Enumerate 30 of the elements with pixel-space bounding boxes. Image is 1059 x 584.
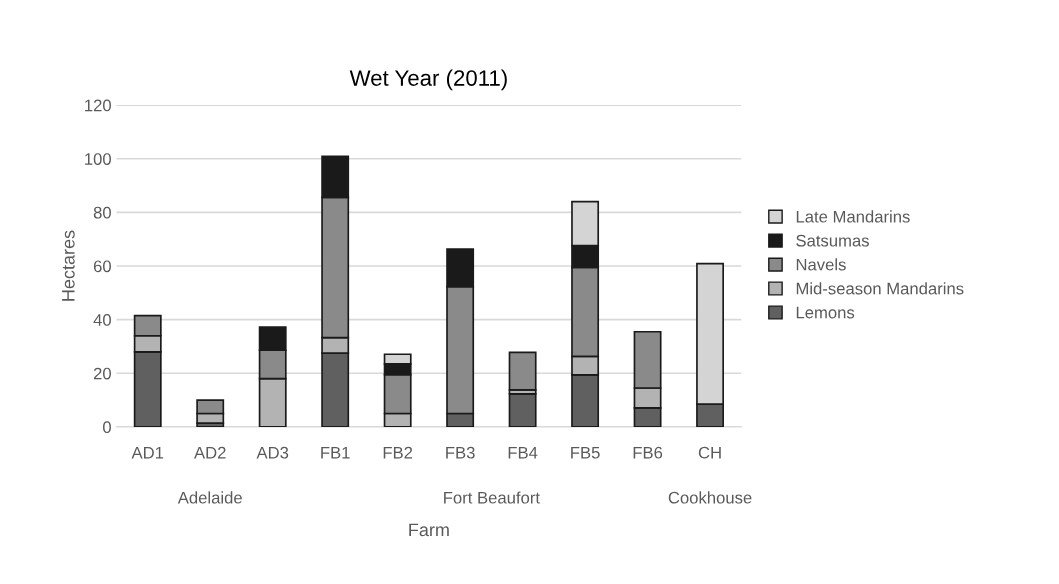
x-tick-label: FB6: [633, 446, 663, 459]
text: Fort Beaufort: [444, 491, 540, 504]
x-tick-label: FB2: [383, 446, 413, 459]
y-tick-label: 60: [93, 260, 111, 273]
x-tick-label: FB1: [321, 446, 350, 459]
x-tick-label: CH: [698, 446, 721, 459]
x-tick-label: FB4: [508, 446, 538, 459]
y-tick-label: 80: [93, 206, 111, 219]
x-tick-label: AD1: [131, 446, 164, 459]
x-tick-label: FB5: [571, 446, 600, 459]
bar: [508, 393, 537, 427]
text: Adelaide: [177, 491, 242, 504]
y-tick-label: 0: [103, 421, 111, 434]
legend-label: Lemons: [796, 306, 855, 319]
x-tick-label: AD2: [194, 446, 226, 459]
y-tick-label: 100: [85, 153, 111, 165]
legend-label: Satsumas: [796, 234, 869, 247]
chart-title: Wet Year (2011): [349, 69, 507, 91]
x-tick-label: AD3: [256, 446, 289, 459]
y-axis-title: Hectares: [62, 230, 75, 301]
x-tick-label: FB3: [446, 446, 475, 459]
bar: [508, 351, 537, 391]
legend-label: Late Mandarins: [796, 210, 910, 223]
y-tick-label: 120: [85, 99, 111, 112]
text: Cookhouse: [668, 491, 752, 504]
y-tick-label: 20: [93, 367, 111, 380]
x-axis-title: Farm: [409, 523, 449, 537]
y-tick-label: 40: [93, 314, 111, 326]
legend-label: Navels: [796, 258, 846, 271]
legend-label: Mid-season Mandarins: [796, 282, 964, 295]
